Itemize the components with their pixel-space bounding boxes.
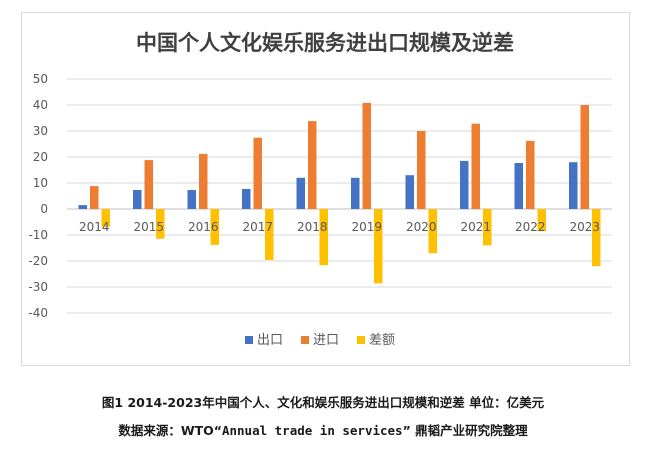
bar-2019-0 <box>351 177 360 209</box>
bar-2015-2 <box>156 209 165 239</box>
chart-frame: 中国个人文化娱乐服务进出口规模及逆差 50 40 30 20 10 0 -10 -20 -30 -… <box>21 12 630 366</box>
bar-2018-2 <box>319 209 328 266</box>
x-tick-label: 2019 <box>351 220 382 234</box>
bar-2019-1 <box>362 102 371 209</box>
x-tick-label: 2022 <box>515 220 546 234</box>
legend-swatch-1 <box>301 336 309 344</box>
legend-label: 进口 <box>313 333 339 348</box>
bar-2022-0 <box>514 162 523 209</box>
bar-2023-0 <box>569 162 578 209</box>
bars <box>78 102 601 284</box>
chart-title: 中国个人文化娱乐服务进出口规模及逆差 <box>136 30 514 55</box>
x-tick-label: 2023 <box>569 220 600 234</box>
x-tick-label: 2020 <box>406 220 437 234</box>
y-tick-label: 40 <box>33 98 48 112</box>
bar-2018-1 <box>308 121 317 209</box>
y-tick-label: 10 <box>33 176 48 190</box>
bar-2017-0 <box>242 188 251 209</box>
y-tick-label: -40 <box>28 306 48 320</box>
bar-2018-0 <box>296 177 305 209</box>
x-tick-label: 2018 <box>297 220 328 234</box>
source-title: Annual trade in services <box>221 423 403 438</box>
y-tick-label: 30 <box>33 124 48 138</box>
y-tick-label: -20 <box>28 254 48 268</box>
source-prefix: 数据来源：WTO“ <box>118 423 222 438</box>
legend-swatch-0 <box>245 336 253 344</box>
bar-2016-1 <box>199 153 208 209</box>
bar-2016-2 <box>210 209 219 245</box>
bar-2021-1 <box>471 123 480 209</box>
bar-2015-1 <box>144 160 153 209</box>
bar-2015-0 <box>133 190 142 209</box>
y-tick-label: -10 <box>28 228 48 242</box>
x-tick-label: 2014 <box>79 220 110 234</box>
bar-2016-0 <box>187 190 196 209</box>
bar-2017-1 <box>253 137 262 209</box>
bar-2014-2 <box>101 209 110 227</box>
bar-2020-0 <box>405 175 414 209</box>
bar-2020-2 <box>428 209 437 254</box>
y-tick-label: 50 <box>33 72 48 86</box>
bar-2014-1 <box>90 186 99 209</box>
bar-2021-2 <box>483 209 492 246</box>
x-tick-label: 2015 <box>133 220 164 234</box>
source-suffix: ” 鼎韬产业研究院整理 <box>402 423 528 438</box>
bar-chart: 中国个人文化娱乐服务进出口规模及逆差 50 40 30 20 10 0 -10 -20 -30 -… <box>28 30 612 348</box>
data-source-note: 数据来源：WTO“Annual trade in services” 鼎韬产业研… <box>0 420 646 439</box>
legend-swatch-2 <box>357 336 365 344</box>
bar-2014-0 <box>78 205 87 209</box>
figure-caption: 图1 2014-2023年中国个人、文化和娱乐服务进出口规模和逆差 单位：亿美元 <box>101 395 545 410</box>
x-tick-label: 2016 <box>188 220 219 234</box>
y-tick-label: -30 <box>28 280 48 294</box>
legend-label: 差额 <box>369 333 395 348</box>
y-axis-ticks: 50 40 30 20 10 0 -10 -20 -30 -40 <box>28 72 48 320</box>
bar-2023-2 <box>592 209 601 267</box>
y-tick-label: 0 <box>40 202 48 216</box>
bar-2022-2 <box>537 209 546 232</box>
bar-2020-1 <box>417 131 426 209</box>
bar-2017-2 <box>265 209 274 260</box>
x-axis-ticks: 2014 2015 2016 2017 2018 2019 2020 2021 2022 2023 <box>79 220 600 234</box>
legend: 出口 进口 差额 <box>245 333 395 348</box>
x-tick-label: 2021 <box>460 220 491 234</box>
y-tick-label: 20 <box>33 150 48 164</box>
bar-2022-1 <box>526 140 535 209</box>
bar-2023-1 <box>580 105 589 209</box>
bar-2021-0 <box>460 160 469 209</box>
legend-label: 出口 <box>257 333 283 348</box>
bar-2019-2 <box>374 209 383 284</box>
x-tick-label: 2017 <box>242 220 273 234</box>
